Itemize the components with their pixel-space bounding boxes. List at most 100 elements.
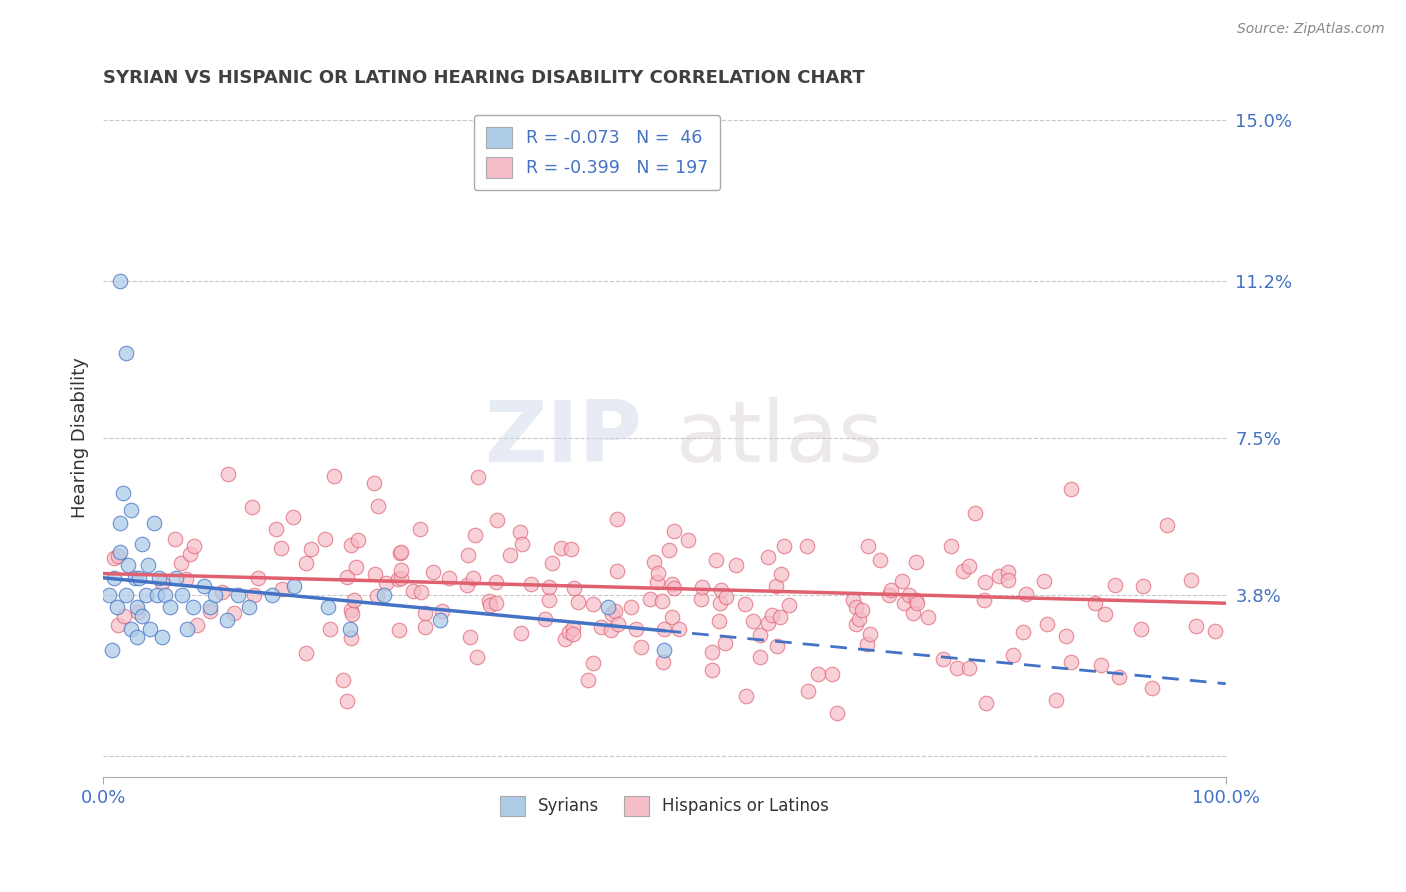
Point xyxy=(973,592,995,607)
Point xyxy=(562,627,585,641)
Point xyxy=(661,609,683,624)
Point xyxy=(1142,681,1164,695)
Point xyxy=(299,541,322,556)
Point xyxy=(749,650,772,665)
Point xyxy=(198,600,221,615)
Point xyxy=(478,598,501,612)
Point xyxy=(270,582,292,596)
Point xyxy=(222,606,245,620)
Point xyxy=(965,506,987,520)
Point xyxy=(238,600,260,615)
Point xyxy=(903,606,925,620)
Point xyxy=(266,522,288,536)
Point xyxy=(135,588,157,602)
Point xyxy=(150,576,173,591)
Point xyxy=(170,588,193,602)
Point xyxy=(734,597,756,611)
Point xyxy=(136,558,159,573)
Point xyxy=(125,630,148,644)
Point xyxy=(856,539,879,553)
Point xyxy=(107,618,129,632)
Point xyxy=(1104,578,1126,592)
Point xyxy=(1094,607,1116,621)
Point xyxy=(389,571,412,585)
Point xyxy=(316,600,339,615)
Point xyxy=(107,549,129,564)
Point xyxy=(458,630,481,644)
Point xyxy=(108,545,131,559)
Point xyxy=(422,566,444,580)
Point xyxy=(128,571,150,585)
Point xyxy=(243,588,266,602)
Point xyxy=(226,588,249,602)
Point xyxy=(176,622,198,636)
Point xyxy=(1108,671,1130,685)
Point xyxy=(1060,482,1083,496)
Point xyxy=(749,628,772,642)
Text: Source: ZipAtlas.com: Source: ZipAtlas.com xyxy=(1237,22,1385,37)
Point xyxy=(174,572,197,586)
Point xyxy=(706,553,728,567)
Point xyxy=(707,614,730,628)
Point xyxy=(761,607,783,622)
Point xyxy=(283,509,305,524)
Point xyxy=(139,622,162,636)
Point xyxy=(1054,628,1077,642)
Point xyxy=(112,486,135,500)
Point xyxy=(600,623,623,637)
Point xyxy=(153,588,176,602)
Point xyxy=(179,547,201,561)
Point xyxy=(142,516,165,530)
Point xyxy=(183,539,205,553)
Point xyxy=(464,528,486,542)
Point xyxy=(339,622,361,636)
Point xyxy=(125,600,148,615)
Point xyxy=(101,642,124,657)
Point xyxy=(952,564,974,578)
Point xyxy=(567,595,589,609)
Point xyxy=(217,467,239,481)
Point xyxy=(366,589,388,603)
Point xyxy=(430,604,453,618)
Text: SYRIAN VS HISPANIC OR LATINO HEARING DISABILITY CORRELATION CHART: SYRIAN VS HISPANIC OR LATINO HEARING DIS… xyxy=(103,69,865,87)
Point xyxy=(332,673,354,687)
Point xyxy=(211,585,233,599)
Point xyxy=(941,540,963,554)
Point xyxy=(105,600,128,615)
Point xyxy=(769,567,792,582)
Point xyxy=(651,594,673,608)
Point xyxy=(534,612,557,626)
Point xyxy=(1090,657,1112,672)
Point xyxy=(1060,655,1083,669)
Point xyxy=(120,622,142,636)
Point xyxy=(103,571,125,585)
Point xyxy=(678,533,700,547)
Point xyxy=(215,613,238,627)
Point xyxy=(465,650,488,665)
Point xyxy=(668,622,690,636)
Point xyxy=(997,573,1019,587)
Point xyxy=(827,706,849,720)
Point xyxy=(498,548,520,562)
Point xyxy=(240,500,263,514)
Point xyxy=(363,475,385,490)
Point xyxy=(859,627,882,641)
Point xyxy=(1132,579,1154,593)
Point xyxy=(630,640,652,654)
Point xyxy=(643,555,665,569)
Point xyxy=(112,609,135,624)
Point xyxy=(204,588,226,602)
Point xyxy=(690,580,713,594)
Point xyxy=(388,546,411,560)
Point xyxy=(561,621,583,635)
Point xyxy=(946,661,969,675)
Point xyxy=(796,539,818,553)
Point xyxy=(461,571,484,585)
Point xyxy=(409,522,432,536)
Point xyxy=(103,550,125,565)
Point xyxy=(342,593,364,607)
Point xyxy=(898,588,921,602)
Point xyxy=(375,575,398,590)
Point xyxy=(845,616,868,631)
Point xyxy=(765,579,787,593)
